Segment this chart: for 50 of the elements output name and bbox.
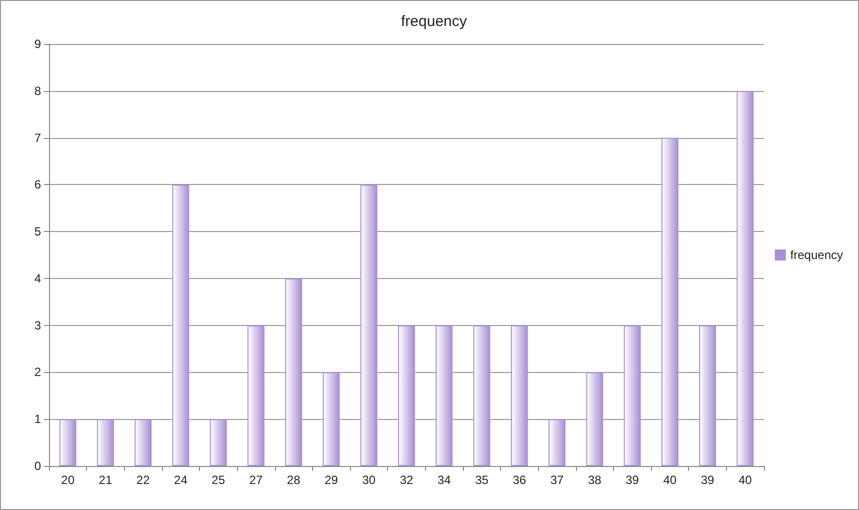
y-tick-label: 5 [34,224,42,239]
x-tick-label: 21 [98,473,112,487]
bar [59,419,76,466]
bar [699,325,716,466]
y-tick-label: 2 [34,365,42,380]
x-tick-label: 40 [663,473,677,487]
y-tick-label: 4 [34,271,42,286]
bar [586,372,604,466]
bar [134,419,152,466]
x-tick-label: 38 [588,473,602,487]
bar [322,372,340,466]
x-tick-label: 39 [626,473,640,487]
chart-title: frequency [401,13,468,30]
x-tick-label: 27 [249,473,263,487]
x-tick-label: 22 [136,473,150,487]
x-tick-label: 28 [286,473,301,487]
bar [285,278,302,466]
bar [436,325,453,466]
bar [473,325,490,466]
bar [548,419,566,466]
x-tick-label: 29 [324,473,338,487]
x-tick-label: 37 [550,473,564,487]
y-tick-label: 3 [34,318,42,332]
x-tick-label: 36 [512,473,526,487]
x-tick-label: 32 [400,473,414,487]
x-tick-label: 40 [738,473,752,487]
bar [172,184,190,466]
bar [210,419,227,466]
x-tick-label: 34 [437,473,452,487]
x-tick-label: 25 [212,473,226,487]
bar [510,325,528,466]
x-tick-label: 20 [61,473,75,487]
x-tick-label: 30 [362,473,376,487]
bar [661,138,678,466]
y-tick-label: 8 [34,84,42,98]
y-tick-label: 9 [34,37,42,51]
bar [398,325,415,466]
bar [96,419,114,466]
bar [624,325,641,466]
bar [736,90,754,466]
y-tick-label: 6 [34,178,42,192]
x-tick-label: 35 [475,473,489,487]
x-tick-label: 24 [174,473,188,487]
bar [248,325,264,466]
x-tick-label: 39 [700,473,715,487]
y-tick-label: 7 [34,130,42,145]
y-tick-label: 0 [34,459,42,473]
bar [360,184,378,466]
legend-label: frequency [790,248,844,262]
y-tick-label: 1 [34,412,42,426]
